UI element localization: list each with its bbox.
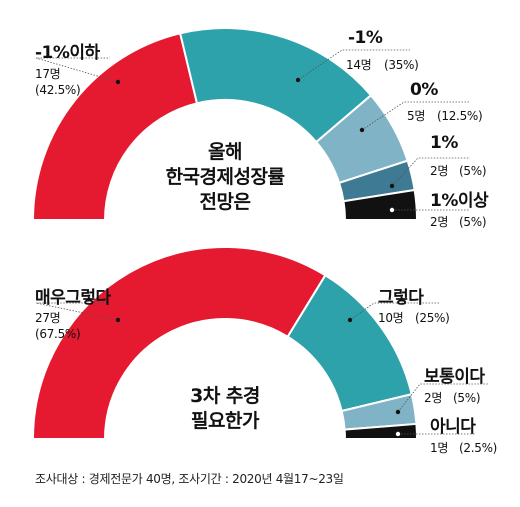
c1-slice-4 <box>342 188 419 221</box>
c1-label-1: -1% <box>348 28 383 48</box>
c1-count-4: 2명 <box>430 215 449 229</box>
c2-slice-0 <box>31 246 327 440</box>
c1-title-line-3: 전망은 <box>199 191 251 213</box>
c2-leader-dot-1 <box>347 317 353 323</box>
c1-label-2: 0% <box>410 80 438 100</box>
c2-count-0: 27명 <box>35 311 61 325</box>
c1-pct-2: (12.5%) <box>437 109 483 123</box>
c1-count-1: 14명 <box>346 58 372 72</box>
c2-center-title: 3차 추경 필요한가 <box>140 384 310 434</box>
c2-pct-2: (5%) <box>453 391 481 405</box>
c1-leader-dot-4 <box>389 207 395 213</box>
c2-leader-dot-3 <box>395 431 401 437</box>
c1-pct-0: (42.5%) <box>35 83 81 97</box>
extra-budget-chart <box>31 246 488 440</box>
c1-count-3: 2명 <box>430 164 449 178</box>
c2-title-line-2: 필요한가 <box>191 410 259 432</box>
c1-pct-4: (5%) <box>459 215 487 229</box>
c1-label-0: -1%이하 <box>35 43 100 63</box>
c2-count-1: 10명 <box>378 311 404 325</box>
c1-count-0: 17명 <box>35 67 61 81</box>
c1-leader-dot-2 <box>359 127 365 133</box>
c1-count-2: 5명 <box>407 109 426 123</box>
c2-leader-0 <box>35 302 119 321</box>
c1-leader-2 <box>361 101 470 131</box>
c1-leader-dot-0 <box>115 79 121 85</box>
c2-leader-1 <box>349 302 440 321</box>
c1-label-4: 1%이상 <box>430 191 489 211</box>
growth-forecast-chart <box>31 27 470 221</box>
c2-leader-dot-0 <box>115 317 121 323</box>
c1-label-3: 1% <box>430 133 458 153</box>
c2-leader-dot-2 <box>395 409 401 415</box>
c1-title-line-1: 올해 <box>208 141 242 163</box>
c1-leader-3 <box>391 157 470 187</box>
c1-title-line-2: 한국경제성장률 <box>165 166 285 188</box>
c2-count-2: 2명 <box>424 391 443 405</box>
c1-leader-0 <box>35 57 119 83</box>
c1-center-title: 올해 한국경제성장률 전망은 <box>140 140 310 215</box>
c2-label-2: 보통이다 <box>424 367 485 387</box>
c1-leader-dot-1 <box>295 77 301 83</box>
c2-label-0: 매우그렇다 <box>35 288 111 308</box>
c2-pct-1: (25%) <box>415 311 450 325</box>
c2-count-3: 1명 <box>430 441 449 455</box>
c1-leader-dot-3 <box>389 183 395 189</box>
c2-pct-3: (2.5%) <box>459 441 498 455</box>
c2-label-1: 그렇다 <box>378 288 424 308</box>
c1-pct-1: (35%) <box>384 58 419 72</box>
c2-label-3: 아니다 <box>430 417 476 437</box>
c1-pct-3: (5%) <box>459 164 487 178</box>
c2-title-line-1: 3차 추경 <box>190 385 260 407</box>
c2-pct-0: (67.5%) <box>35 327 81 341</box>
c1-slice-0 <box>31 32 199 221</box>
footnote: 조사대상 : 경제전문가 40명, 조사기간 : 2020년 4월17~23일 <box>35 472 344 486</box>
